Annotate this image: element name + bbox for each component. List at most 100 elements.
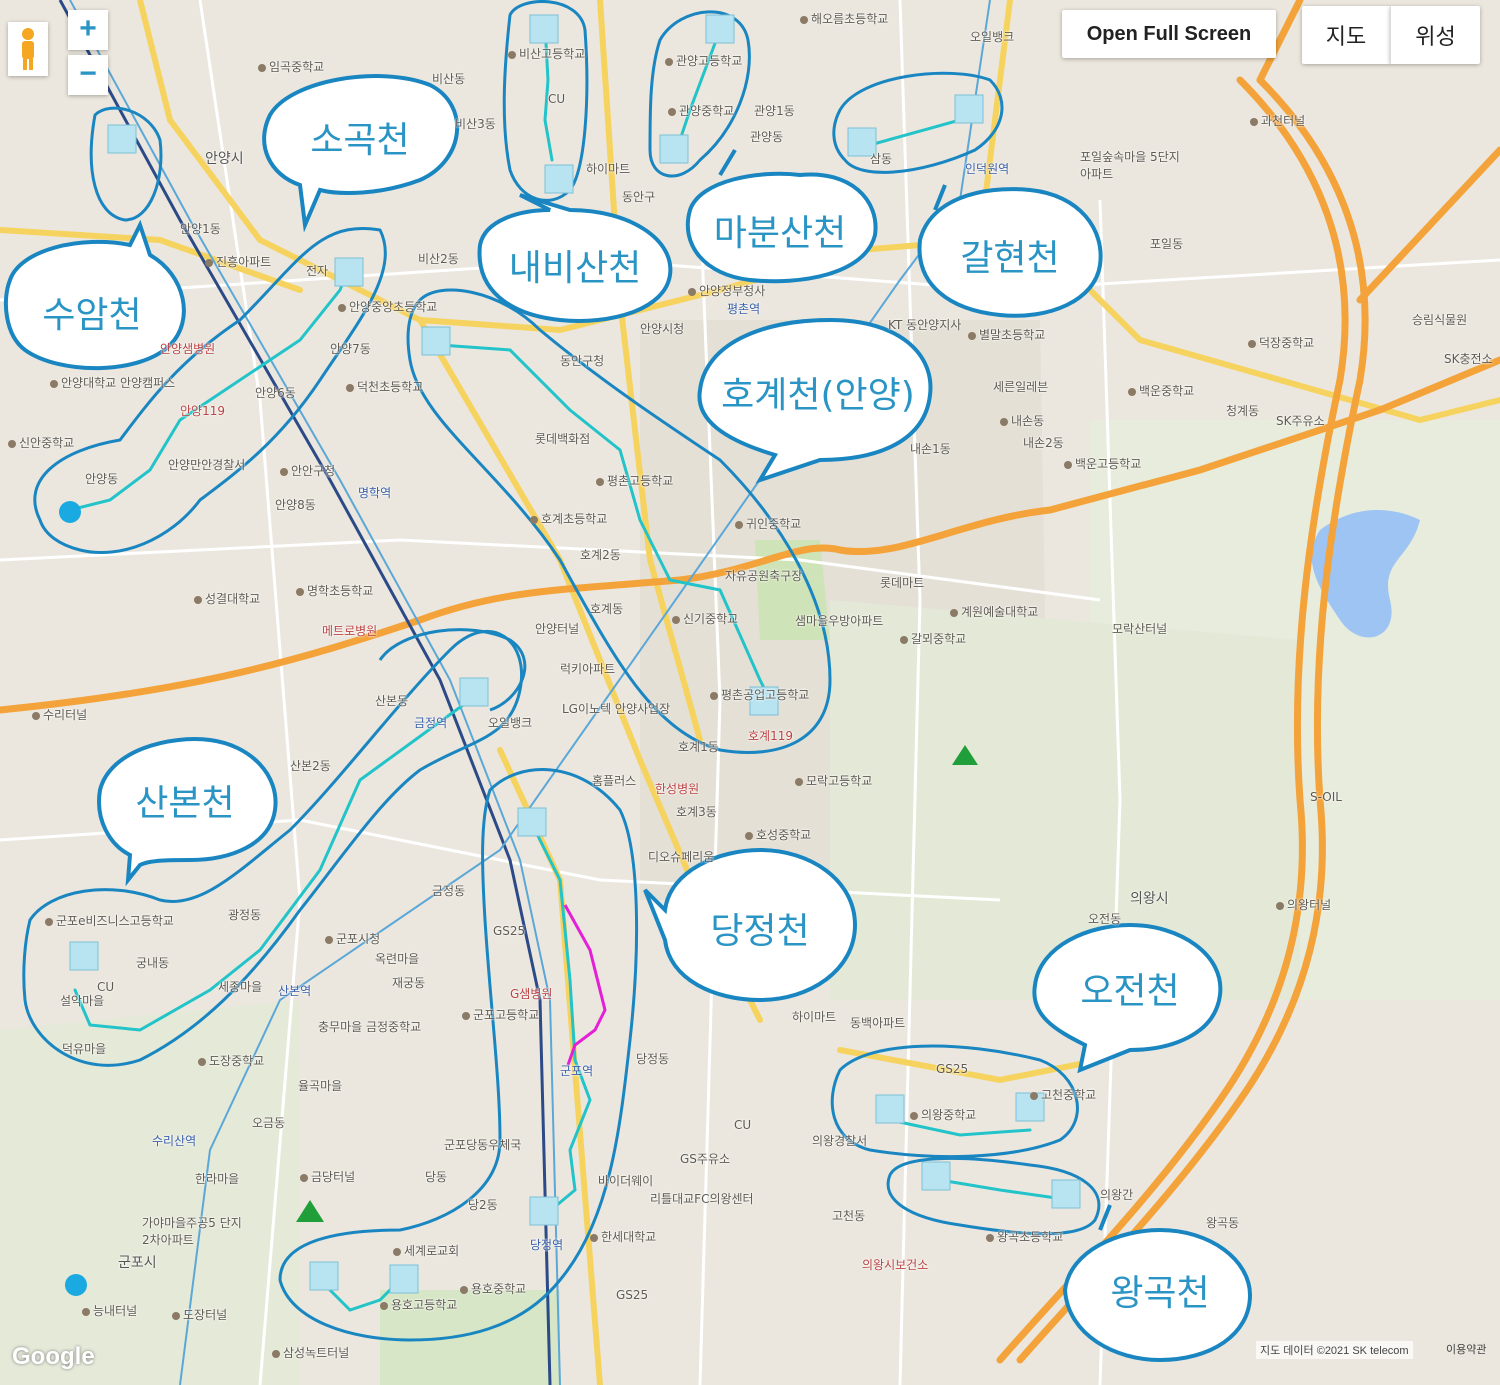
stream-markers xyxy=(69,14,1081,1294)
map-label: 메트로병원 xyxy=(322,624,378,638)
map-label: G샘병원 xyxy=(510,987,553,1001)
bubble-wanggok xyxy=(1062,1204,1253,1363)
map-label: 산본2동 xyxy=(290,759,331,773)
map-label: 호계3동 xyxy=(676,805,717,819)
map-label: 바이더웨이 xyxy=(598,1174,654,1188)
map-label: 비산동 xyxy=(432,72,466,86)
map-label: GS주유소 xyxy=(680,1152,731,1166)
map-label: 의왕간 xyxy=(1100,1188,1134,1202)
open-full-screen-button[interactable]: Open Full Screen xyxy=(1062,10,1276,58)
suam-stream-line xyxy=(68,263,352,512)
map-label: 하이마트 xyxy=(586,162,631,176)
map-label: 안양7동 xyxy=(330,342,371,356)
dangjeong-stream-line xyxy=(528,818,592,1217)
sanbon-stream-line xyxy=(73,698,472,1032)
ojeon-stream-line xyxy=(888,1118,1032,1137)
map-label: 안양샘병원 xyxy=(160,342,216,356)
map-label: 안양정부청사 xyxy=(688,282,765,299)
map-label: 재궁동 xyxy=(392,976,426,990)
bubble-sogok xyxy=(262,74,460,233)
map-label: LG이노텍 안양사업장 xyxy=(562,702,671,716)
zoom-in-button[interactable]: + xyxy=(68,10,108,50)
map-label: 진흥아파트 xyxy=(205,253,271,270)
street-view-pegman-icon[interactable] xyxy=(8,22,48,76)
map-label: 오일뱅크 xyxy=(488,716,533,730)
map-label: 덕유마을 xyxy=(62,1042,107,1056)
map-label: SK주유소 xyxy=(1276,414,1325,428)
map-label: 삼동 xyxy=(870,152,893,166)
map-type-map-button[interactable]: 지도 xyxy=(1302,6,1390,64)
map-label: 롯데마트 xyxy=(880,576,925,590)
map-label: 충무마을 금정중학교 xyxy=(318,1020,422,1034)
map-label: 왕곡초등학교 xyxy=(986,1228,1063,1245)
map-label: 동백아파트 xyxy=(850,1016,906,1030)
map-label: 평촌공업고등학교 xyxy=(710,686,809,703)
map-label: 백운고등학교 xyxy=(1064,455,1141,472)
cluster-markers xyxy=(59,501,87,1296)
map-label: SK충전소 xyxy=(1444,352,1493,366)
map-label: 한라마을 xyxy=(195,1172,240,1186)
map-label: 백운중학교 xyxy=(1128,382,1194,399)
map-label: 인덕원역 xyxy=(965,162,1010,176)
map-type-satellite-button[interactable]: 위성 xyxy=(1390,6,1480,64)
map-label: 계원예술대학교 xyxy=(950,603,1038,620)
map-label: 의왕중학교 xyxy=(910,1106,976,1123)
map-label: 고천중학교 xyxy=(1030,1086,1096,1103)
map-label: 안안구청 xyxy=(280,462,335,479)
map-label: 안양1동 xyxy=(180,222,221,236)
map-label: 당2동 xyxy=(468,1198,498,1212)
zoom-out-button[interactable]: − xyxy=(68,55,108,95)
map-label: 안양8동 xyxy=(275,498,316,512)
map-label: 내손동 xyxy=(1000,412,1044,429)
map-label: 한세대학교 xyxy=(590,1228,656,1245)
callout-galhyeon: 갈현천 xyxy=(960,238,1060,279)
callout-ojeon: 오전천 xyxy=(1080,971,1180,1012)
map-label: 군포시청 xyxy=(325,930,380,947)
map-label: 당동 xyxy=(425,1170,448,1184)
map-label: 리틀대교FC의왕센터 xyxy=(650,1192,754,1206)
map-label: 호성중학교 xyxy=(745,826,811,843)
map-label: 별말초등학교 xyxy=(968,326,1045,343)
map-label: 금정역 xyxy=(414,716,448,730)
map-label: 하이마트 xyxy=(792,1010,837,1024)
map-label: 삼성녹트터널 xyxy=(272,1344,349,1361)
map-label: 의왕시 xyxy=(1130,891,1169,907)
map-label: 가야마을주공5 단지2차아파트 xyxy=(142,1216,242,1247)
bubble-mabunsan xyxy=(685,148,878,284)
map-label: 덕천초등학교 xyxy=(346,378,423,395)
mabunsan-stream-line xyxy=(678,28,722,142)
map-label: 산본역 xyxy=(278,984,312,998)
bubble-sanbon xyxy=(97,737,278,887)
map-label: 안양중앙초등학교 xyxy=(338,298,437,315)
map-label: 호계1동 xyxy=(678,740,719,754)
map-label: 관양중학교 xyxy=(668,102,734,119)
map-label: CU xyxy=(97,980,115,994)
bubble-galhyeon xyxy=(917,184,1103,318)
map-label: 명학역 xyxy=(358,486,392,500)
map-label: 관양동 xyxy=(750,130,784,144)
map-label: 용호고등학교 xyxy=(380,1296,457,1313)
callout-mabunsan: 마분산천 xyxy=(713,213,847,254)
map-label: KT 동안양지사 xyxy=(888,318,962,332)
map-label: 고천동 xyxy=(832,1209,866,1223)
map-label: 평촌역 xyxy=(727,302,761,316)
callout-hogye: 호계천(안양) xyxy=(721,375,915,416)
bubble-naebisan xyxy=(477,193,673,323)
terms-link[interactable]: 이용약관 xyxy=(1446,1344,1487,1356)
map-label: 광정동 xyxy=(228,908,262,922)
map-label: 자유공원축구장 xyxy=(725,569,803,583)
map-label: 호계2동 xyxy=(580,548,621,562)
map-label: 옥련마을 xyxy=(375,952,420,966)
map-label: 설악마을 xyxy=(60,994,105,1008)
map-label: 세계로교회 xyxy=(393,1242,459,1259)
map-label: 율곡마을 xyxy=(298,1079,343,1093)
bubble-suam xyxy=(3,219,186,371)
map-label: 군포역 xyxy=(560,1064,594,1078)
map-label: 포일숲속마을 5단지아파트 xyxy=(1080,150,1180,181)
bubble-ojeon xyxy=(1032,922,1223,1074)
map-label: 도장터널 xyxy=(172,1306,227,1323)
map-label: 비산고등학교 xyxy=(508,45,585,62)
map-label: 갈뫼중학교 xyxy=(900,630,966,647)
hogye-stream-line xyxy=(438,343,772,702)
